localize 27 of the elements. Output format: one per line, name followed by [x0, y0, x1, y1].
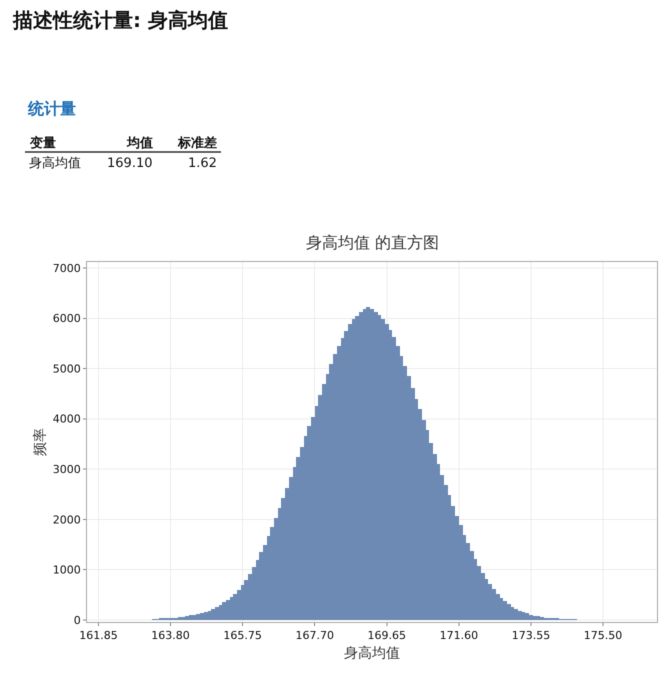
x-tick-label: 165.75	[223, 629, 262, 642]
text: 变量	[29, 135, 56, 151]
text: 1.62	[188, 156, 217, 171]
x-tick-label: 171.60	[440, 629, 478, 642]
y-tick-label: 7000	[52, 262, 81, 275]
text: 描述性统计量: 身高均值	[12, 8, 228, 32]
y-tick-label: 5000	[52, 362, 81, 376]
y-tick-label: 4000	[52, 412, 81, 426]
y-tick-label: 0	[74, 614, 81, 627]
text: 统计量	[27, 99, 76, 118]
x-tick-label: 175.50	[584, 629, 622, 642]
x-axis-title: 身高均值	[344, 646, 400, 662]
x-tick-label: 169.65	[368, 629, 406, 642]
text: 169.10	[107, 156, 152, 171]
x-tick-label: 173.55	[512, 629, 550, 642]
x-tick-label: 163.80	[151, 629, 190, 642]
text: 均值	[126, 136, 153, 151]
text: 身高均值	[29, 155, 81, 171]
y-tick-label: 3000	[52, 463, 81, 476]
x-tick-label: 161.85	[79, 629, 118, 642]
y-tick-label: 2000	[52, 513, 81, 526]
chart-title: 身高均值 的直方图	[306, 233, 440, 252]
y-tick-label: 6000	[52, 312, 81, 326]
y-axis-title: 频率	[32, 428, 48, 456]
x-tick-label: 167.70	[295, 629, 334, 642]
text: 标准差	[177, 135, 217, 151]
y-tick-label: 1000	[52, 564, 81, 577]
